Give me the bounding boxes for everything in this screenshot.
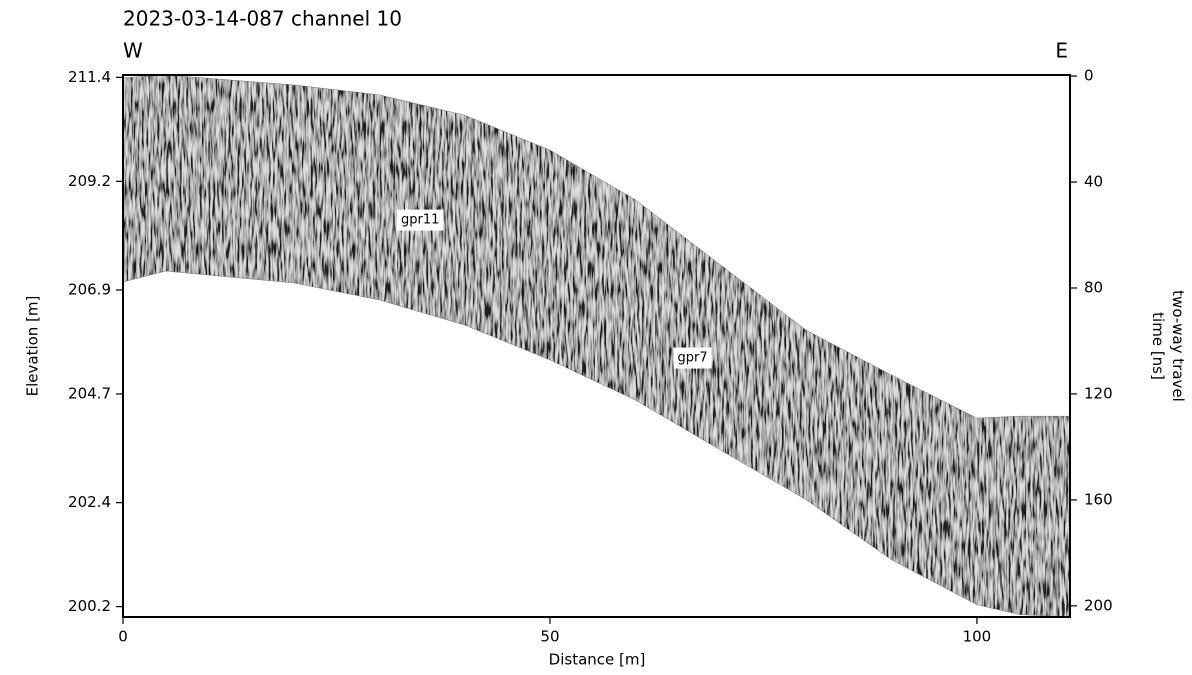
direction-label: W [123, 39, 143, 63]
y2-tick-label: 120 [1084, 384, 1113, 402]
y2-axis-label: two-way travel time [ns] [1148, 276, 1188, 416]
y-tick-label: 209.2 [68, 172, 111, 190]
y-tick-label: 211.4 [68, 68, 111, 86]
y-tick-label: 206.9 [68, 281, 111, 299]
chart-title: 2023-03-14-087 channel 10 [123, 7, 402, 31]
texture-grain [123, 75, 1070, 617]
x-tick-label: 100 [963, 628, 992, 646]
x-tick-label: 0 [118, 628, 128, 646]
y-tick-label: 204.7 [68, 384, 111, 402]
y2-tick-label: 40 [1084, 173, 1103, 191]
x-tick-label: 50 [540, 628, 559, 646]
y-tick-label: 202.4 [68, 493, 111, 511]
y-axis-label: Elevation [m] [24, 296, 42, 397]
y-tick-label: 200.2 [68, 597, 111, 615]
y2-tick-label: 80 [1084, 278, 1103, 296]
radargram-texture [123, 75, 1070, 617]
plot-area: 0 50 100 211.4 209.2 206.9 204.7 202.4 200.2 0 40 8… [68, 67, 1113, 646]
direction-label: E [1055, 39, 1068, 63]
y2-axis-label-box: two-way travel time [ns] [1130, 266, 1190, 426]
y2-tick-label: 160 [1084, 490, 1113, 508]
y2-tick-label: 200 [1084, 596, 1113, 614]
y2-tick-label: 0 [1084, 67, 1094, 85]
annotation: gpr7 [678, 351, 708, 366]
chart: 2023-03-14-087 channel 10 W E Distance [… [0, 0, 1192, 675]
x-axis-label: Distance [m] [549, 651, 646, 669]
annotation: gpr11 [401, 213, 439, 228]
